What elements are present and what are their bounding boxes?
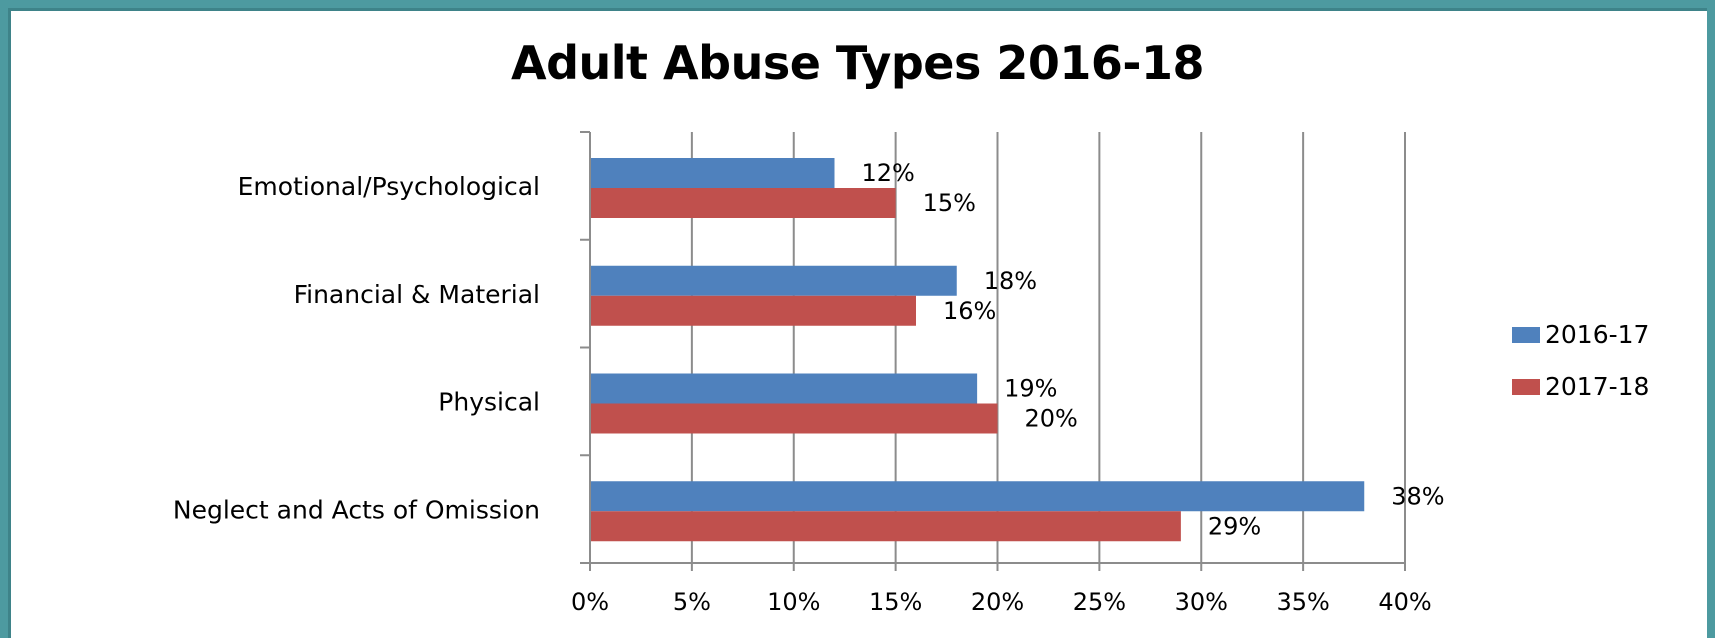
x-tick-label: 0% [571, 588, 609, 616]
bar [590, 481, 1365, 512]
x-tick-label: 25% [1073, 588, 1126, 616]
x-tick-label: 35% [1276, 588, 1329, 616]
category-label: Emotional/Psychological [238, 172, 540, 201]
category-label: Financial & Material [294, 280, 540, 309]
bar [590, 373, 978, 404]
bars [590, 158, 1365, 542]
category-label: Neglect and Acts of Omission [173, 495, 540, 524]
legend: 2016-17 2017-18 [1512, 320, 1649, 401]
bar [590, 511, 1181, 542]
data-label: 19% [1004, 375, 1057, 403]
data-label: 15% [923, 189, 976, 217]
data-label: 20% [1025, 405, 1078, 433]
category-label: Physical [438, 388, 540, 417]
data-label: 29% [1208, 512, 1261, 540]
x-tick-label: 5% [673, 588, 711, 616]
bar [590, 403, 998, 434]
bar [590, 158, 835, 188]
data-label: 38% [1391, 482, 1444, 510]
legend-label: 2017-18 [1545, 372, 1649, 401]
bar [590, 188, 896, 218]
axes [580, 131, 1406, 571]
legend-label: 2016-17 [1545, 320, 1649, 349]
x-tick-label: 40% [1378, 588, 1431, 616]
x-tick-label: 30% [1175, 588, 1228, 616]
labels: 0% 5% 10% 15% 20% 25% 30% 35% 40% Emotional/Psych… [173, 159, 1445, 616]
x-tick-label: 15% [869, 588, 922, 616]
chart-title: Adult Abuse Types 2016-18 [511, 36, 1204, 90]
bar [590, 295, 916, 326]
bar [590, 265, 957, 296]
data-label: 18% [984, 267, 1037, 295]
legend-swatch [1512, 379, 1540, 395]
data-label: 16% [943, 297, 996, 325]
data-label: 12% [862, 159, 915, 187]
x-tick-label: 20% [971, 588, 1024, 616]
legend-swatch [1512, 327, 1540, 343]
x-tick-label: 10% [767, 588, 820, 616]
